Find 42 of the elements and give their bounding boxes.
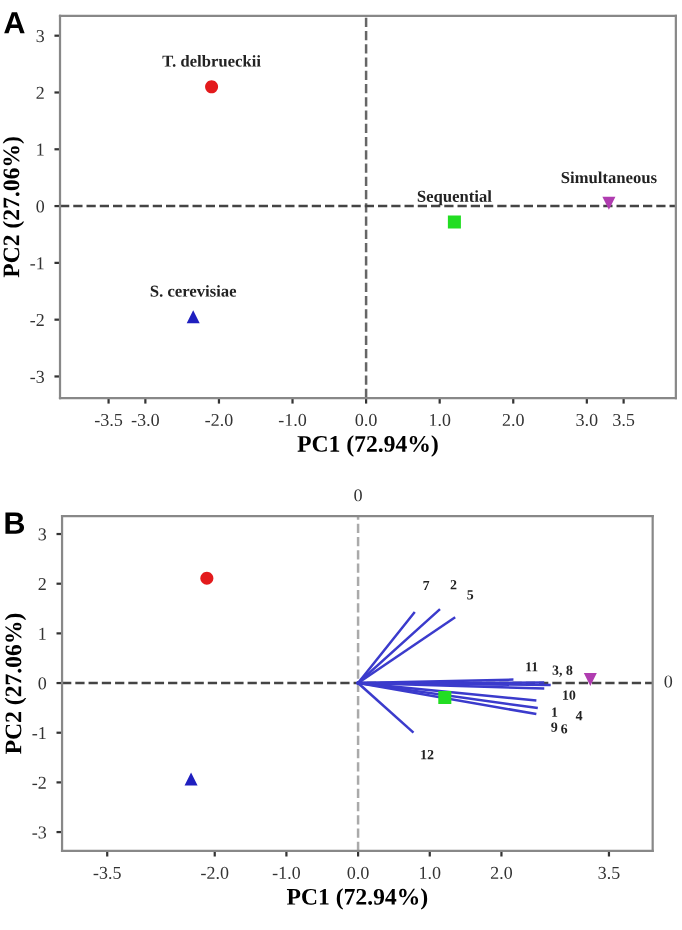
annotation: S. cerevisiae	[150, 285, 237, 297]
ref-line-label: 0	[354, 489, 362, 502]
x-tick-label: -1.0	[278, 413, 307, 427]
x-tick-label: 3.0	[576, 413, 598, 427]
y-axis-title: PC2 (27.06%)	[2, 137, 25, 278]
y-tick-label: -1	[30, 257, 44, 270]
y-tick-label: 3	[38, 528, 47, 541]
x-tick-label: 2.0	[502, 413, 524, 427]
y-tick-label: 0	[38, 677, 47, 690]
x-tick-label: -2.0	[205, 413, 233, 427]
x-tick-label: 1.0	[420, 866, 441, 880]
ref-line-label: 0	[664, 675, 673, 688]
annotation: Sequential	[417, 190, 492, 206]
x-tick-label: -1.0	[272, 866, 301, 880]
y-tick-label: 1	[37, 143, 44, 156]
y-tick-label: 3	[36, 30, 45, 43]
chart-title: A	[4, 12, 25, 34]
x-tick-label: 0.0	[347, 866, 369, 880]
annotation: Simultaneous	[561, 171, 657, 184]
y-tick-label: 0	[36, 200, 45, 213]
x-tick-label: -3.5	[94, 413, 123, 427]
x-tick-label: 0.0	[355, 413, 377, 427]
y-tick-label: 1	[39, 627, 46, 640]
y-tick-label: 2	[38, 578, 46, 590]
y-tick-label: 2	[36, 86, 44, 99]
x-tick-label: -3.5	[93, 866, 121, 880]
x-axis-title: PC1 (72.94%)	[286, 888, 428, 910]
x-axis-title: PC1 (72.94%)	[297, 435, 438, 457]
y-axis-title: PC2 (27.06%)	[4, 613, 27, 754]
y-tick-label: -3	[30, 370, 45, 383]
y-tick-label: -2	[30, 313, 44, 326]
x-tick-label: 1.0	[429, 413, 451, 427]
y-tick-label: -1	[32, 727, 46, 739]
x-tick-label: 3.5	[598, 866, 620, 880]
x-tick-label: 2.0	[490, 866, 513, 880]
annotation: T. delbrueckii	[162, 55, 261, 67]
y-tick-label: -2	[32, 776, 46, 789]
x-tick-label: -3.0	[131, 413, 159, 427]
y-tick-label: -3	[32, 826, 47, 839]
x-tick-label: 3.5	[613, 413, 635, 427]
chart-title: B	[5, 512, 25, 534]
x-tick-label: -2.0	[201, 866, 229, 880]
